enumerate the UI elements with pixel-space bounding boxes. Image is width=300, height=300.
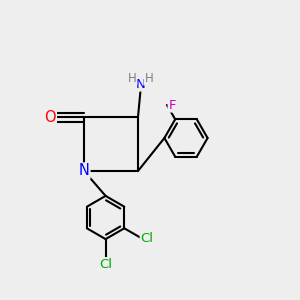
Text: Cl: Cl [99,258,112,271]
Text: N: N [136,77,145,91]
Text: O: O [44,110,56,124]
Text: Cl: Cl [141,232,154,244]
Text: F: F [169,98,176,112]
Text: H: H [144,71,153,85]
Text: N: N [79,164,89,178]
Text: H: H [128,71,136,85]
